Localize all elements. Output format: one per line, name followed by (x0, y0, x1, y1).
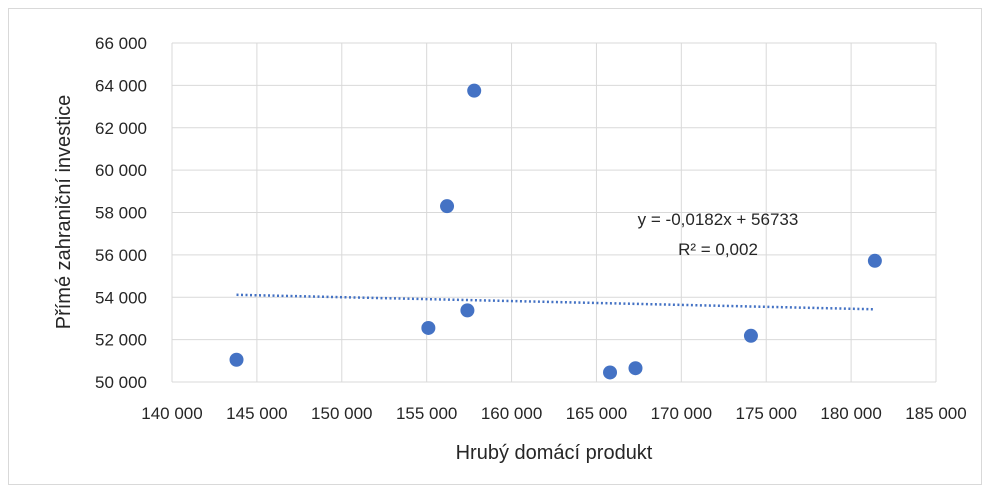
y-tick-label: 56 000 (95, 246, 147, 265)
x-tick-label: 165 000 (566, 404, 627, 423)
data-points-layer (229, 83, 882, 380)
data-point (628, 361, 643, 376)
x-tick-label: 170 000 (651, 404, 712, 423)
data-point (743, 328, 758, 343)
data-point (229, 352, 244, 367)
y-tick-label: 52 000 (95, 331, 147, 350)
y-tick-label: 54 000 (95, 288, 147, 307)
data-point (421, 320, 436, 335)
chart-frame (8, 8, 982, 485)
x-tick-label: 180 000 (820, 404, 881, 423)
x-tick-label: 175 000 (735, 404, 796, 423)
x-tick-label: 150 000 (311, 404, 372, 423)
y-axis-title: Přímé zahraniční investice (53, 95, 75, 330)
y-tick-label: 60 000 (95, 161, 147, 180)
trendline-equation: y = -0,0182x + 56733 (638, 210, 799, 229)
x-tick-label: 185 000 (905, 404, 966, 423)
x-axis-title: Hrubý domácí produkt (456, 442, 653, 464)
data-point (460, 303, 475, 318)
data-point (440, 199, 455, 214)
trendline-layer (236, 293, 875, 311)
x-tick-labels: 140 000 145 000 150 000 155 000 160 000 165 0… (141, 404, 966, 423)
y-tick-label: 62 000 (95, 119, 147, 138)
y-tick-label: 58 000 (95, 204, 147, 223)
data-point (603, 365, 618, 380)
trendline (236, 293, 875, 311)
x-tick-label: 155 000 (396, 404, 457, 423)
y-tick-label: 64 000 (95, 76, 147, 95)
y-tick-label: 66 000 (95, 34, 147, 53)
trendline-r2: R² = 0,002 (678, 240, 758, 259)
x-tick-label: 160 000 (481, 404, 542, 423)
grid-layer (171, 42, 937, 383)
data-point (467, 83, 482, 98)
y-tick-label: 50 000 (95, 373, 147, 392)
x-tick-label: 140 000 (141, 404, 202, 423)
data-point (867, 253, 882, 268)
x-tick-label: 145 000 (226, 404, 287, 423)
y-tick-labels: 50 000 52 000 54 000 56 000 58 000 60 000 62 0… (95, 34, 147, 392)
